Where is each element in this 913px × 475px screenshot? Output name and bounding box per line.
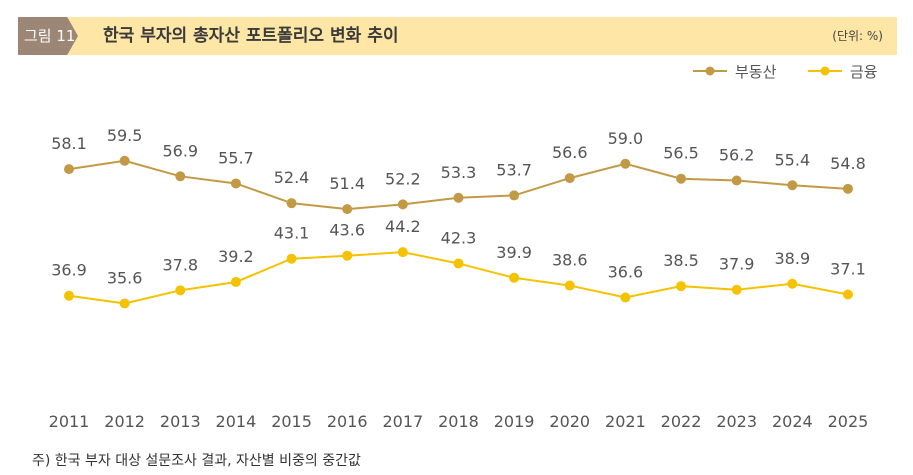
data-label: 56.2 — [719, 145, 755, 164]
x-tick-label: 2023 — [716, 412, 757, 431]
data-point — [842, 183, 853, 194]
data-point — [676, 173, 687, 184]
data-point — [286, 198, 297, 209]
data-label: 55.4 — [775, 150, 811, 169]
data-point — [731, 284, 742, 295]
data-label: 56.5 — [663, 144, 699, 163]
data-label: 39.2 — [218, 247, 254, 266]
legend-label: 부동산 — [735, 63, 777, 81]
header-band — [18, 17, 897, 55]
data-label: 36.9 — [51, 261, 87, 280]
data-point — [397, 199, 408, 210]
x-tick-label: 2021 — [605, 412, 646, 431]
data-label: 43.6 — [329, 221, 365, 240]
data-point — [620, 292, 631, 303]
data-label: 52.2 — [385, 169, 421, 188]
data-point — [397, 247, 408, 258]
legend-label: 금융 — [850, 63, 878, 81]
data-label: 52.4 — [274, 168, 310, 187]
x-tick-label: 2016 — [327, 412, 368, 431]
data-point — [230, 276, 241, 287]
data-point — [564, 173, 575, 184]
data-label: 44.2 — [385, 217, 421, 236]
data-label: 53.7 — [496, 160, 532, 179]
data-label: 55.7 — [218, 148, 254, 167]
data-point — [342, 204, 353, 215]
data-point — [731, 175, 742, 186]
x-tick-label: 2024 — [772, 412, 813, 431]
x-tick-label: 2017 — [382, 412, 423, 431]
x-tick-label: 2015 — [271, 412, 312, 431]
unit-label: (단위: %) — [832, 29, 883, 43]
data-point — [842, 289, 853, 300]
x-tick-label: 2012 — [104, 412, 145, 431]
data-point — [509, 272, 520, 283]
data-label: 58.1 — [51, 134, 87, 153]
data-label: 37.1 — [830, 260, 866, 279]
x-tick-label: 2014 — [216, 412, 257, 431]
data-label: 59.5 — [107, 126, 143, 145]
data-point — [787, 278, 798, 289]
data-label: 38.6 — [552, 251, 588, 270]
x-tick-label: 2020 — [549, 412, 590, 431]
data-point — [230, 178, 241, 189]
legend-marker — [705, 66, 715, 76]
data-point — [64, 164, 74, 175]
x-tick-label: 2013 — [160, 412, 201, 431]
chart-title: 한국 부자의 총자산 포트폴리오 변화 추이 — [103, 26, 399, 46]
data-point — [286, 253, 297, 264]
x-tick-label: 2011 — [49, 412, 90, 431]
data-label: 51.4 — [329, 174, 365, 193]
data-point — [787, 180, 798, 191]
data-label: 36.6 — [608, 262, 644, 281]
footnote: 주) 한국 부자 대상 설문조사 결과, 자산별 비중의 중간값 — [32, 453, 361, 469]
x-tick-label: 2018 — [438, 412, 479, 431]
data-point — [175, 171, 186, 182]
data-label: 43.1 — [274, 224, 310, 243]
data-point — [453, 258, 464, 269]
data-point — [342, 250, 353, 261]
data-point — [676, 281, 687, 292]
data-point — [509, 190, 520, 201]
data-label: 39.9 — [496, 243, 532, 262]
data-label: 54.8 — [830, 154, 866, 173]
data-label: 56.9 — [162, 141, 198, 160]
data-label: 42.3 — [441, 228, 477, 247]
data-label: 38.9 — [775, 249, 811, 268]
data-point — [620, 158, 631, 169]
data-point — [119, 298, 130, 309]
data-label: 53.3 — [441, 163, 477, 182]
data-point — [64, 290, 74, 301]
x-tick-label: 2025 — [828, 412, 869, 431]
x-tick-label: 2019 — [494, 412, 535, 431]
data-label: 35.6 — [107, 268, 143, 287]
x-tick-label: 2022 — [661, 412, 702, 431]
data-label: 59.0 — [608, 129, 644, 148]
figure-label: 그림 11 — [18, 17, 78, 55]
data-label: 37.9 — [719, 255, 755, 274]
legend-marker — [820, 66, 830, 76]
data-point — [119, 155, 130, 166]
data-point — [564, 280, 575, 291]
data-label: 37.8 — [162, 255, 198, 274]
data-point — [175, 285, 186, 296]
data-label: 38.5 — [663, 251, 699, 270]
data-label: 56.6 — [552, 143, 588, 162]
data-point — [453, 192, 464, 203]
